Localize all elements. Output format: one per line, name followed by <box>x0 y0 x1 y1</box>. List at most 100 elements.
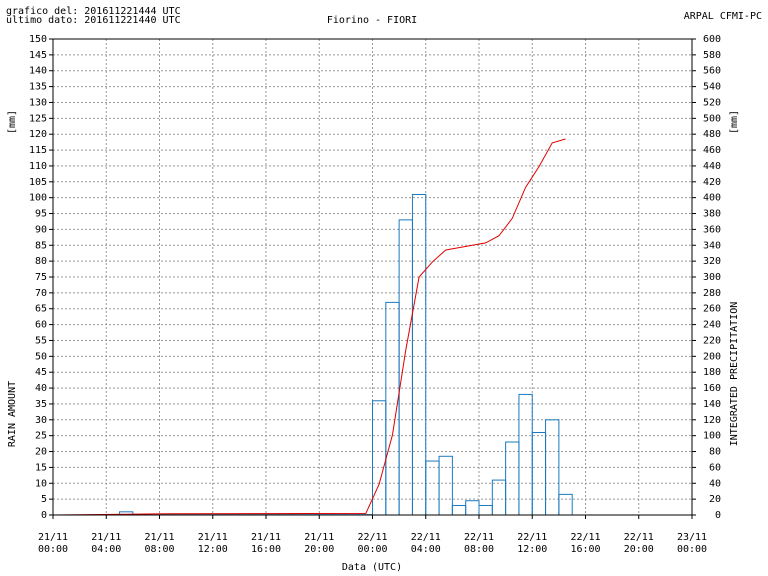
bar <box>505 441 520 516</box>
y2-tick-label: 200 <box>703 351 721 362</box>
y-tick-label: 65 <box>35 304 47 315</box>
chart-title: Fiorino - FIORI <box>327 15 417 26</box>
x-tick-label: 04:00 <box>91 544 121 555</box>
y2-tick-label: 240 <box>703 320 721 331</box>
x-tick-label: 21/11 <box>144 532 174 543</box>
x-tick-label: 20:00 <box>624 544 654 555</box>
y2-tick-label: 60 <box>709 462 721 473</box>
x-tick-label: 12:00 <box>198 544 228 555</box>
x-tick-label: 08:00 <box>144 544 174 555</box>
x-tick-label: 08:00 <box>464 544 494 555</box>
y-tick-label: 55 <box>35 335 47 346</box>
bar <box>451 504 467 516</box>
y2-unit: [mm] <box>729 110 740 134</box>
bar <box>531 431 547 516</box>
x-tick-label: 22/11 <box>517 532 547 543</box>
x-tick-label: 16:00 <box>570 544 600 555</box>
x-tick-label: 16:00 <box>251 544 281 555</box>
y2-tick-label: 480 <box>703 129 721 140</box>
agency: ARPAL CFMI-PC <box>684 11 762 22</box>
y2-axis-label: INTEGRATED PRECIPITATION <box>729 302 740 447</box>
x-tick-label: 21/11 <box>38 532 68 543</box>
y2-tick-label: 320 <box>703 256 721 267</box>
bar <box>425 460 440 516</box>
x-axis-label: Data (UTC) <box>342 562 402 573</box>
y-tick-label: 50 <box>35 351 47 362</box>
y2-tick-label: 580 <box>703 50 721 61</box>
y2-tick-label: 400 <box>703 193 721 204</box>
y-tick-label: 5 <box>41 494 47 505</box>
y-unit: [mm] <box>7 110 18 134</box>
y2-tick-label: 440 <box>703 161 721 172</box>
x-tick-label: 22/11 <box>411 532 441 543</box>
x-tick-label: 23/11 <box>677 532 707 543</box>
y-tick-label: 120 <box>29 129 47 140</box>
bar <box>438 455 453 516</box>
y2-tick-label: 280 <box>703 288 721 299</box>
bar <box>478 504 493 516</box>
y2-tick-label: 540 <box>703 82 721 93</box>
y-tick-label: 80 <box>35 256 47 267</box>
y-tick-label: 20 <box>35 447 47 458</box>
y-tick-label: 30 <box>35 415 47 426</box>
bar <box>372 400 387 516</box>
y-axis-label: RAIN AMOUNT <box>7 381 18 447</box>
y2-tick-label: 600 <box>703 34 721 45</box>
cumulative-line <box>52 138 566 516</box>
y-tick-label: 115 <box>29 145 47 156</box>
y2-tick-label: 140 <box>703 399 721 410</box>
y-tick-label: 125 <box>29 113 47 124</box>
bar <box>491 479 507 516</box>
y2-tick-label: 520 <box>703 97 721 108</box>
y2-tick-label: 0 <box>715 510 721 521</box>
y-tick-label: 110 <box>29 161 47 172</box>
y-tick-label: 0 <box>41 510 47 521</box>
y-tick-label: 40 <box>35 383 47 394</box>
bar <box>465 500 480 516</box>
y-tick-label: 70 <box>35 288 47 299</box>
y2-tick-label: 340 <box>703 240 721 251</box>
y-tick-label: 135 <box>29 82 47 93</box>
y-tick-label: 75 <box>35 272 47 283</box>
y2-tick-label: 180 <box>703 367 721 378</box>
x-tick-label: 12:00 <box>517 544 547 555</box>
y-tick-label: 35 <box>35 399 47 410</box>
y2-tick-label: 560 <box>703 66 721 77</box>
y-tick-label: 145 <box>29 50 47 61</box>
x-tick-label: 21/11 <box>304 532 334 543</box>
x-tick-label: 00:00 <box>677 544 707 555</box>
y-tick-label: 130 <box>29 97 47 108</box>
y2-tick-label: 460 <box>703 145 721 156</box>
y2-tick-label: 20 <box>709 494 721 505</box>
y2-tick-label: 500 <box>703 113 721 124</box>
y-tick-label: 45 <box>35 367 47 378</box>
y2-tick-label: 40 <box>709 478 721 489</box>
y-tick-label: 10 <box>35 478 47 489</box>
y-tick-label: 105 <box>29 177 47 188</box>
bar <box>398 219 413 516</box>
x-tick-label: 21/11 <box>91 532 121 543</box>
y-tick-label: 15 <box>35 462 47 473</box>
generated-time: grafico del: 201611221444 UTC <box>6 6 181 17</box>
y-tick-label: 25 <box>35 431 47 442</box>
y-tick-label: 60 <box>35 320 47 331</box>
y-tick-label: 95 <box>35 209 47 220</box>
plot-frame <box>52 38 693 516</box>
x-tick-label: 20:00 <box>304 544 334 555</box>
y-tick-label: 85 <box>35 240 47 251</box>
x-tick-label: 00:00 <box>38 544 68 555</box>
bar <box>545 419 560 516</box>
y-tick-label: 150 <box>29 34 47 45</box>
x-tick-label: 21/11 <box>251 532 281 543</box>
x-tick-label: 22/11 <box>570 532 600 543</box>
y2-tick-label: 380 <box>703 209 721 220</box>
y2-tick-label: 80 <box>709 447 721 458</box>
y2-tick-label: 100 <box>703 431 721 442</box>
y2-tick-label: 120 <box>703 415 721 426</box>
y2-tick-label: 420 <box>703 177 721 188</box>
x-tick-label: 22/11 <box>357 532 387 543</box>
x-tick-label: 22/11 <box>464 532 494 543</box>
last-data-time: ultimo dato: 201611221440 UTC <box>6 15 181 26</box>
